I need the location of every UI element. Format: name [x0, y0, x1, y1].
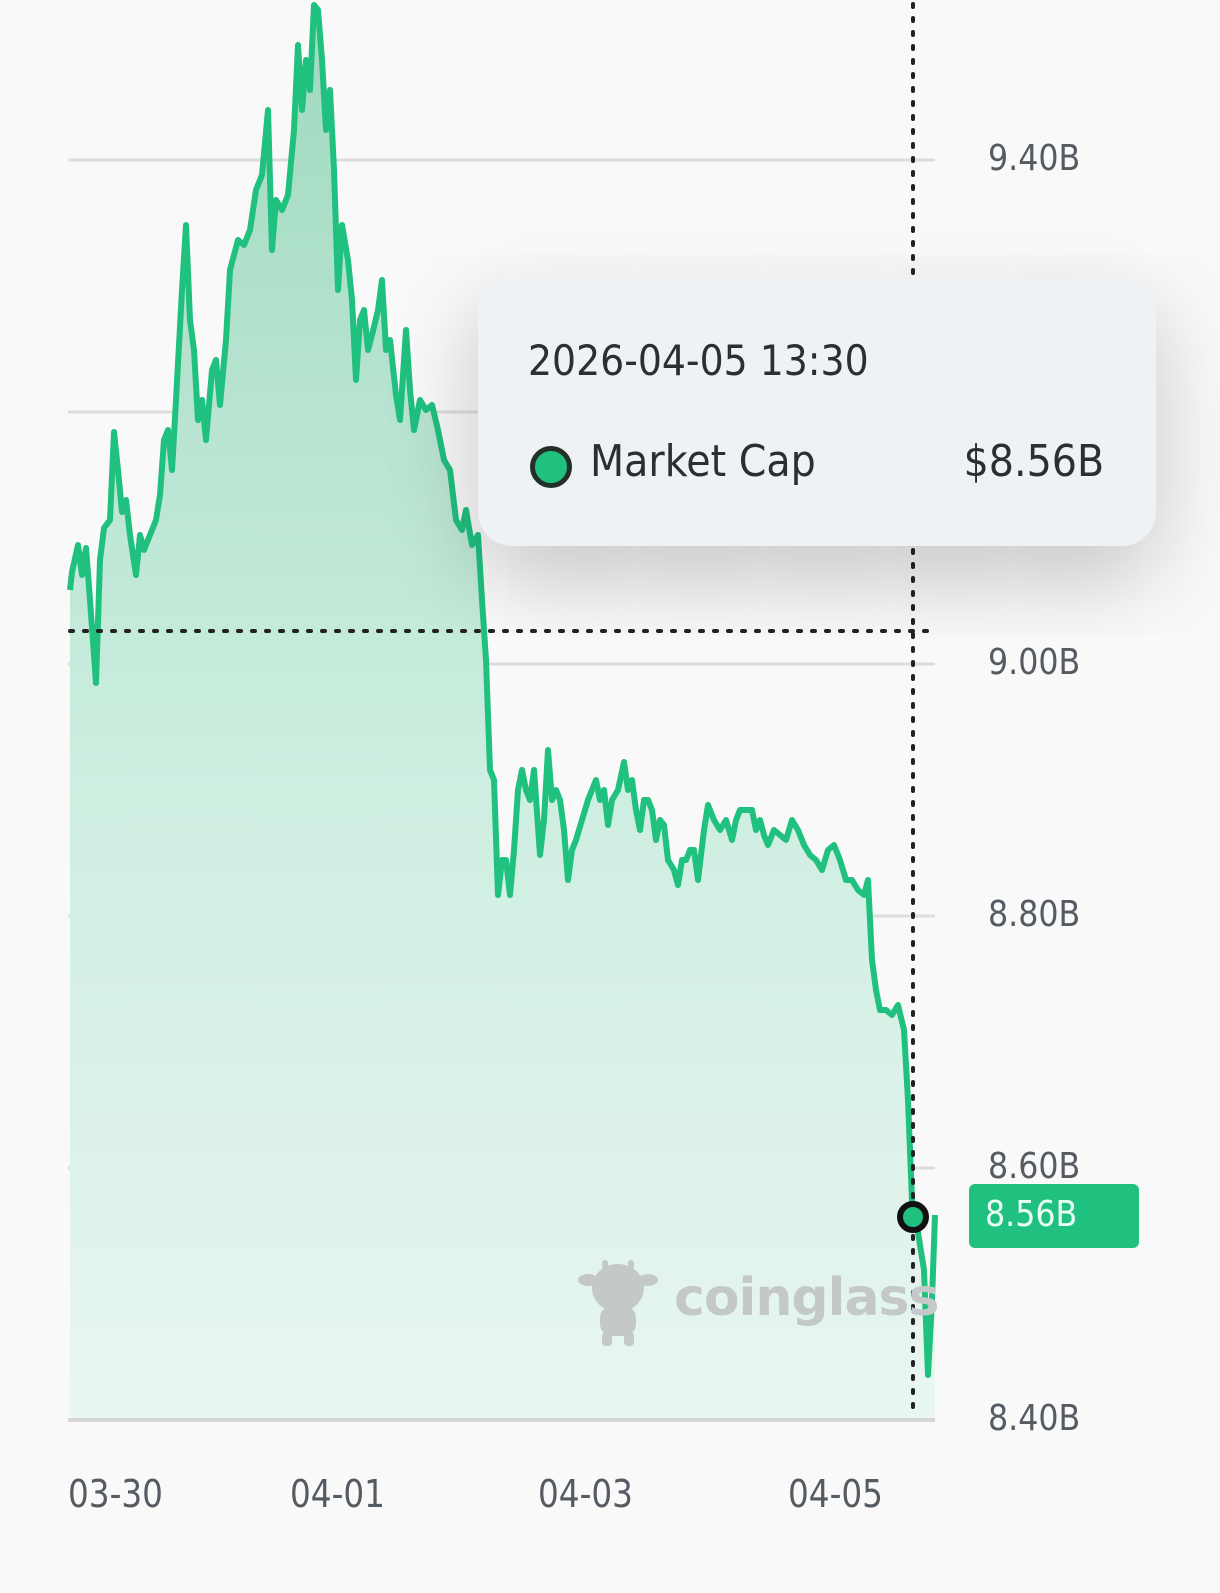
coinglass-mascot-icon: [578, 1260, 658, 1346]
tooltip-series-label: Market Cap: [590, 436, 816, 487]
chart-tooltip: 2026-04-05 13:30 Market Cap $8.56B: [478, 278, 1156, 546]
crosshair: [68, 2, 937, 1414]
x-tick-label: 04-03: [538, 1472, 633, 1516]
current-value-tag: 8.56B: [969, 1184, 1139, 1248]
x-tick-label: 04-05: [788, 1472, 883, 1516]
tooltip-value: $8.56B: [963, 436, 1104, 487]
y-tick-label: 8.80B: [988, 894, 1081, 935]
watermark-text: coinglass: [674, 1268, 939, 1328]
crosshair-point: [897, 1201, 929, 1233]
y-tick-label: 8.60B: [988, 1146, 1081, 1187]
x-tick-label: 04-01: [290, 1472, 385, 1516]
y-tick-label: 9.00B: [988, 642, 1081, 683]
series-marker-icon: [530, 446, 572, 488]
coinglass-watermark: coinglass: [578, 1258, 939, 1350]
y-tick-label: 9.40B: [988, 138, 1081, 179]
market-cap-line: [67, 2, 938, 1378]
current-value-text: 8.56B: [985, 1194, 1078, 1235]
market-cap-area: [70, 5, 935, 1420]
y-tick-label: 8.40B: [988, 1398, 1081, 1439]
x-tick-label: 03-30: [68, 1472, 163, 1516]
tooltip-timestamp: 2026-04-05 13:30: [528, 336, 869, 385]
